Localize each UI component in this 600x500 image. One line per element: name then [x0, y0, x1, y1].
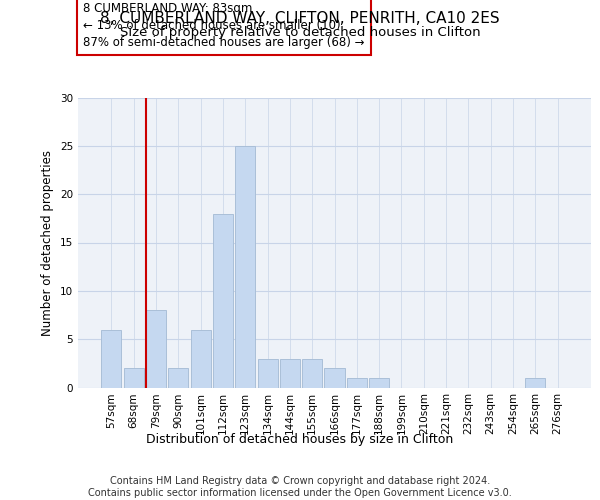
Bar: [369, 378, 389, 388]
Y-axis label: Number of detached properties: Number of detached properties: [41, 150, 55, 336]
Text: Size of property relative to detached houses in Clifton: Size of property relative to detached ho…: [119, 26, 481, 39]
Bar: [213, 214, 233, 388]
Bar: [280, 358, 300, 388]
Bar: [525, 378, 545, 388]
Bar: [235, 146, 255, 388]
Bar: [124, 368, 144, 388]
Bar: [191, 330, 211, 388]
Text: 8, CUMBERLAND WAY, CLIFTON, PENRITH, CA10 2ES: 8, CUMBERLAND WAY, CLIFTON, PENRITH, CA1…: [100, 11, 500, 26]
Text: Contains HM Land Registry data © Crown copyright and database right 2024.
Contai: Contains HM Land Registry data © Crown c…: [88, 476, 512, 498]
Bar: [302, 358, 322, 388]
Bar: [101, 330, 121, 388]
Text: Distribution of detached houses by size in Clifton: Distribution of detached houses by size …: [146, 432, 454, 446]
Text: 8 CUMBERLAND WAY: 83sqm
← 13% of detached houses are smaller (10)
87% of semi-de: 8 CUMBERLAND WAY: 83sqm ← 13% of detache…: [83, 2, 365, 49]
Bar: [168, 368, 188, 388]
Bar: [325, 368, 344, 388]
Bar: [347, 378, 367, 388]
Bar: [257, 358, 278, 388]
Bar: [146, 310, 166, 388]
